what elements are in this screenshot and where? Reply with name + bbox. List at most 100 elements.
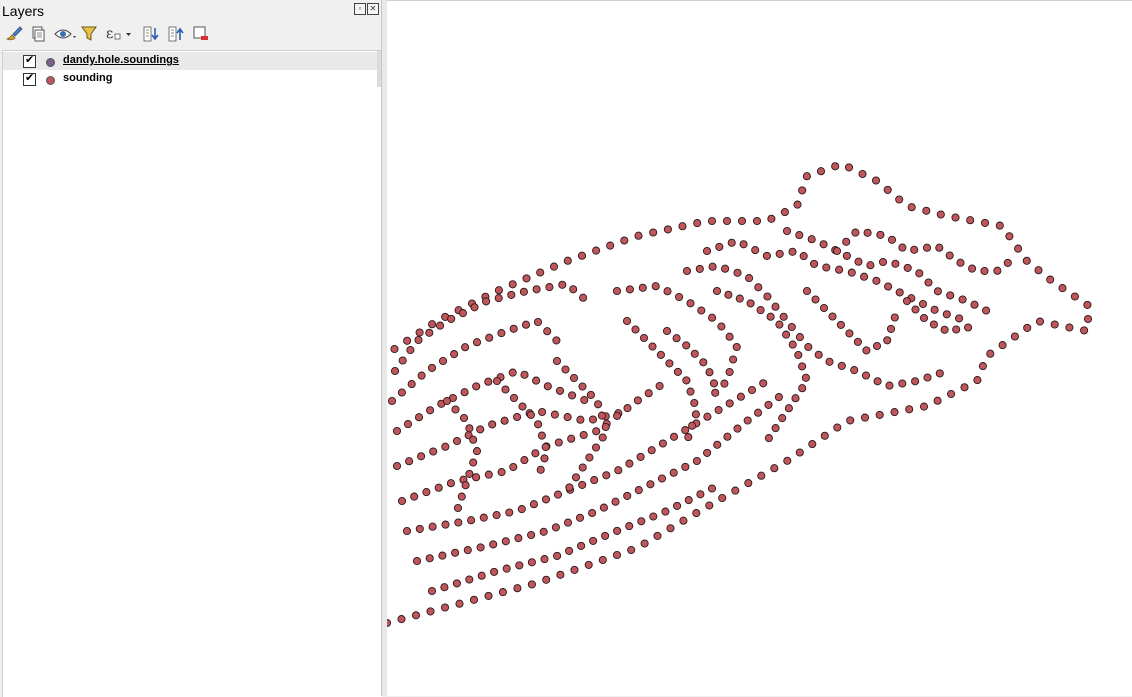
- sounding-point[interactable]: [649, 512, 658, 521]
- sounding-point[interactable]: [876, 230, 885, 239]
- sounding-point[interactable]: [514, 534, 523, 543]
- sounding-point[interactable]: [692, 456, 701, 466]
- sounding-point[interactable]: [515, 561, 524, 570]
- sounding-point[interactable]: [458, 309, 467, 318]
- sounding-point[interactable]: [918, 299, 928, 309]
- sounding-point[interactable]: [579, 293, 588, 302]
- sounding-point[interactable]: [802, 286, 812, 296]
- sounding-point[interactable]: [885, 381, 894, 390]
- sounding-point[interactable]: [878, 257, 888, 267]
- sounding-point[interactable]: [819, 303, 829, 313]
- sounding-point[interactable]: [633, 396, 642, 405]
- sounding-point[interactable]: [980, 218, 990, 227]
- sounding-point[interactable]: [890, 408, 899, 417]
- sounding-point[interactable]: [620, 236, 629, 245]
- sounding-point[interactable]: [930, 305, 939, 314]
- sounding-point[interactable]: [771, 424, 780, 433]
- sounding-point[interactable]: [479, 513, 488, 522]
- sounding-point[interactable]: [578, 382, 587, 391]
- filter-by-expression-button[interactable]: ε: [104, 24, 134, 44]
- sounding-point[interactable]: [970, 300, 979, 309]
- sounding-point[interactable]: [484, 591, 493, 600]
- sounding-point[interactable]: [883, 185, 892, 194]
- sounding-point[interactable]: [554, 438, 563, 447]
- sounding-point[interactable]: [702, 246, 712, 256]
- sounding-point[interactable]: [638, 283, 647, 292]
- sounding-point[interactable]: [472, 473, 481, 482]
- remove-layer-button[interactable]: [191, 24, 211, 44]
- sounding-point[interactable]: [725, 367, 734, 377]
- sounding-point[interactable]: [1083, 300, 1092, 309]
- manage-visibility-button[interactable]: [53, 24, 79, 44]
- sounding-point[interactable]: [724, 290, 733, 299]
- sounding-point[interactable]: [508, 280, 517, 289]
- sounding-point[interactable]: [500, 416, 509, 425]
- sounding-point[interactable]: [998, 341, 1007, 350]
- sounding-point[interactable]: [476, 543, 485, 552]
- sounding-point[interactable]: [955, 314, 964, 323]
- sounding-point[interactable]: [484, 377, 493, 386]
- sounding-point[interactable]: [787, 322, 796, 332]
- sounding-point[interactable]: [798, 362, 807, 371]
- sounding-point[interactable]: [454, 518, 463, 527]
- sounding-point[interactable]: [647, 446, 656, 455]
- sounding-point[interactable]: [460, 388, 469, 397]
- sounding-point[interactable]: [978, 362, 987, 371]
- sounding-point[interactable]: [1050, 320, 1059, 329]
- sounding-point[interactable]: [469, 435, 478, 444]
- sounding-point[interactable]: [935, 369, 944, 378]
- sounding-point[interactable]: [598, 555, 607, 565]
- sounding-point[interactable]: [549, 262, 559, 271]
- sounding-point[interactable]: [558, 280, 567, 289]
- sounding-point[interactable]: [440, 603, 450, 612]
- sounding-point[interactable]: [575, 513, 585, 522]
- sounding-point[interactable]: [986, 349, 995, 358]
- sounding-point[interactable]: [872, 276, 881, 285]
- sounding-point[interactable]: [696, 490, 705, 499]
- sounding-point[interactable]: [895, 288, 904, 297]
- sounding-point[interactable]: [746, 299, 755, 308]
- sounding-point[interactable]: [569, 373, 579, 383]
- sounding-point[interactable]: [592, 427, 601, 436]
- sounding-point[interactable]: [774, 393, 783, 402]
- sounding-point[interactable]: [713, 440, 722, 449]
- sounding-point[interactable]: [517, 505, 526, 514]
- sounding-point[interactable]: [737, 216, 747, 226]
- sounding-point[interactable]: [653, 531, 662, 540]
- sounding-point[interactable]: [509, 462, 518, 472]
- sounding-point[interactable]: [541, 495, 551, 504]
- sounding-point[interactable]: [898, 379, 907, 388]
- sounding-point[interactable]: [945, 251, 954, 260]
- sounding-point[interactable]: [625, 285, 634, 294]
- sounding-point[interactable]: [756, 306, 765, 315]
- sounding-point[interactable]: [757, 471, 766, 480]
- sounding-point[interactable]: [392, 426, 402, 436]
- sounding-point[interactable]: [531, 449, 540, 458]
- sounding-point[interactable]: [507, 290, 516, 299]
- sounding-point[interactable]: [502, 564, 511, 573]
- sounding-point[interactable]: [699, 358, 708, 367]
- sounding-point[interactable]: [763, 292, 772, 301]
- sounding-point[interactable]: [640, 539, 649, 548]
- sounding-point[interactable]: [707, 216, 717, 226]
- sounding-point[interactable]: [836, 320, 845, 329]
- sounding-point[interactable]: [844, 163, 854, 172]
- sounding-point[interactable]: [463, 546, 472, 555]
- sounding-point[interactable]: [911, 305, 920, 314]
- sounding-point[interactable]: [675, 292, 684, 302]
- sounding-point[interactable]: [816, 167, 826, 176]
- sounding-point[interactable]: [695, 264, 704, 273]
- sounding-point[interactable]: [743, 416, 752, 425]
- sounding-point[interactable]: [982, 306, 991, 315]
- layer-tree[interactable]: dandy.hole.soundings sounding: [2, 50, 382, 697]
- sounding-point[interactable]: [472, 338, 482, 347]
- sounding-point[interactable]: [811, 295, 820, 304]
- sounding-point[interactable]: [779, 312, 788, 321]
- sounding-point[interactable]: [883, 336, 892, 345]
- sounding-point[interactable]: [791, 394, 800, 403]
- sounding-point[interactable]: [1058, 284, 1067, 293]
- sounding-point[interactable]: [540, 454, 549, 463]
- sounding-point[interactable]: [802, 172, 811, 181]
- sounding-point[interactable]: [636, 452, 645, 461]
- sounding-point[interactable]: [960, 383, 969, 392]
